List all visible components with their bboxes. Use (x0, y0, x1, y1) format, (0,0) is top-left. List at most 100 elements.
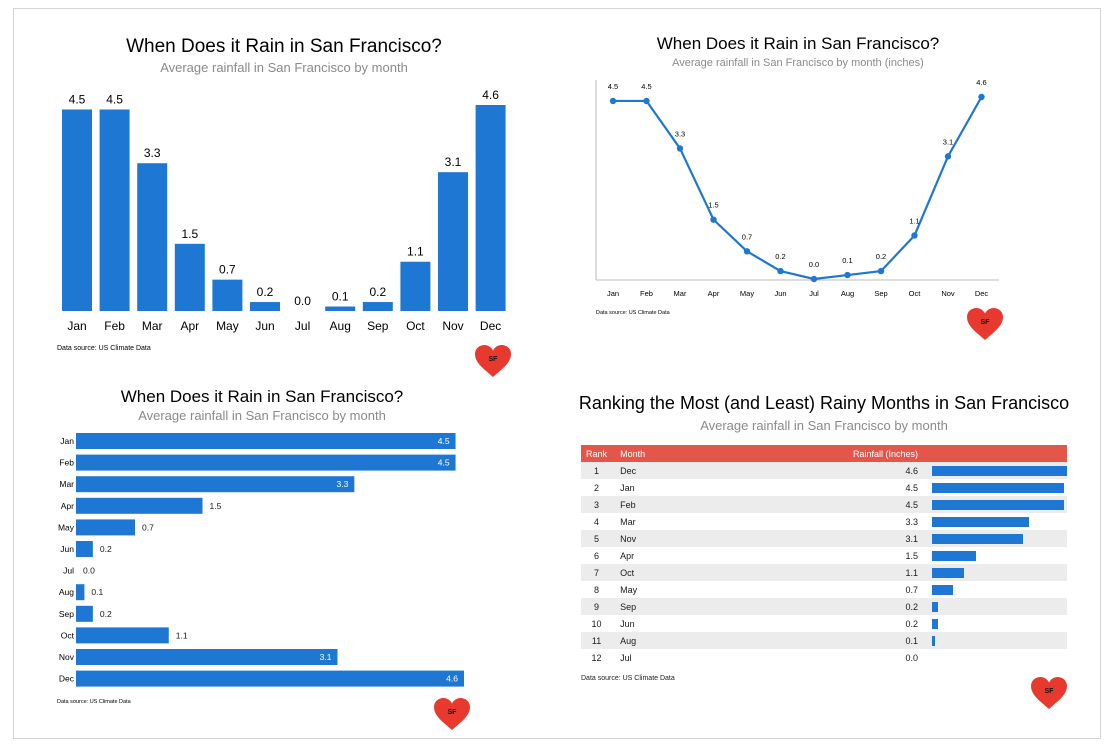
bar (99, 109, 130, 311)
chart-subtitle: Average rainfall in San Francisco by mon… (672, 57, 924, 69)
data-source: Data source: US Climate Data (596, 310, 671, 316)
chart-horizontal-bars: When Does it Rain in San Francisco? Aver… (57, 387, 464, 705)
bar-cell (931, 530, 1067, 547)
logo-text: SF (1045, 688, 1055, 695)
bar (76, 584, 85, 601)
chart-title: When Does it Rain in San Francisco? (657, 34, 940, 53)
table-bar (931, 516, 1029, 527)
x-tick-label: Sep (874, 289, 887, 298)
data-label: 1.1 (407, 245, 424, 259)
data-label: 4.6 (976, 78, 986, 87)
data-label: 0.2 (775, 252, 785, 261)
x-tick-label: Mar (142, 319, 163, 333)
data-label: 4.5 (69, 92, 86, 106)
table-row: 4 Mar 3.3 (581, 513, 1067, 530)
bar (76, 605, 93, 622)
month-cell: Sep (612, 598, 709, 615)
rank-cell: 7 (581, 564, 613, 581)
data-label: 4.5 (438, 436, 450, 446)
bar (137, 163, 168, 311)
bar (76, 670, 464, 687)
data-label: 0.2 (257, 285, 274, 299)
data-label: 1.5 (210, 501, 222, 511)
rainfall-cell: 0.0 (905, 652, 918, 663)
x-tick-label: Mar (674, 289, 687, 298)
bar-cell (931, 547, 1067, 564)
rank-cell: 5 (581, 530, 613, 547)
month-cell: Jan (620, 482, 635, 493)
data-label: 1.1 (176, 630, 188, 640)
table-bar (931, 499, 1065, 510)
chart-subtitle: Average rainfall in San Francisco by mon… (160, 60, 408, 75)
x-tick-label: Sep (367, 319, 389, 333)
x-tick-label: Aug (330, 319, 351, 333)
rainfall-cell: 4.6 (708, 462, 932, 479)
column-header-bar (931, 445, 1067, 462)
table-bar (931, 567, 965, 578)
data-label: 3.3 (144, 146, 161, 160)
heart-icon: SF (434, 698, 470, 730)
table-bar (931, 533, 1023, 544)
data-label: 3.1 (943, 137, 953, 146)
bar-cell (931, 496, 1067, 513)
rank-cell: 6 (594, 550, 600, 561)
y-tick-label: Feb (59, 458, 74, 468)
bar-cell (931, 513, 1067, 530)
bar (76, 627, 169, 644)
table-bar (931, 601, 938, 612)
month-cell: Jul (620, 652, 632, 663)
x-tick-label: Apr (708, 289, 720, 298)
data-label: 4.5 (641, 82, 651, 91)
table-header-text: Ranking the Most (and Least) Rainy Month… (579, 393, 1069, 433)
logo-text: SF (981, 319, 991, 326)
x-tick-label: Jun (774, 289, 786, 298)
data-label: 1.5 (708, 201, 718, 210)
heart-icon: SF (475, 345, 511, 377)
data-label: 0.7 (742, 232, 752, 241)
y-tick-label: Jan (60, 436, 74, 446)
data-label: 0.1 (91, 587, 103, 597)
rainfall-cell: 0.2 (905, 618, 918, 629)
y-tick-label: Aug (59, 587, 74, 597)
data-label: 4.6 (482, 88, 499, 102)
data-label: 0.2 (100, 609, 112, 619)
y-tick-label: Nov (59, 652, 75, 662)
y-tick-label: Jun (60, 544, 74, 554)
data-point (844, 271, 851, 279)
heart-icon: SF (967, 308, 1003, 340)
data-label: 0.1 (842, 256, 852, 265)
rank-cell: 12 (591, 652, 602, 663)
bar-cell (931, 632, 1067, 649)
y-tick-label: Mar (59, 479, 74, 489)
x-tick-label: Nov (442, 319, 463, 333)
table-row: 7 Oct 1.1 (581, 564, 1067, 581)
data-point (944, 153, 952, 160)
y-tick-label: Apr (61, 501, 74, 511)
bar (438, 172, 468, 311)
table-header-row: Rank Month Rainfall (Inches) (581, 445, 1067, 462)
table-bar (931, 482, 1065, 493)
data-label: 0.1 (332, 290, 349, 304)
y-tick-label: May (58, 522, 75, 532)
x-tick-label: May (216, 319, 239, 333)
bar-cell (932, 649, 1067, 666)
bar (76, 519, 136, 536)
x-tick-label: Jan (607, 289, 619, 298)
month-cell: May (620, 584, 638, 595)
table-bar (931, 550, 976, 561)
bar (76, 454, 456, 471)
column-header-rainfall: Rainfall (Inches) (708, 445, 932, 462)
y-tick-label: Jul (63, 566, 74, 576)
bar-cell (931, 479, 1067, 496)
rainfall-cell: 0.1 (708, 632, 932, 649)
heart-icon: SF (1031, 677, 1067, 709)
bar (76, 476, 355, 493)
bar (62, 109, 92, 311)
rank-cell: 1 (581, 462, 613, 479)
x-tick-label: Feb (104, 319, 125, 333)
data-point (978, 93, 985, 101)
data-point (743, 248, 751, 255)
data-label: 0.7 (142, 522, 154, 532)
rank-cell: 3 (581, 496, 613, 513)
chart-line: When Does it Rain in San Francisco? Aver… (595, 34, 999, 316)
